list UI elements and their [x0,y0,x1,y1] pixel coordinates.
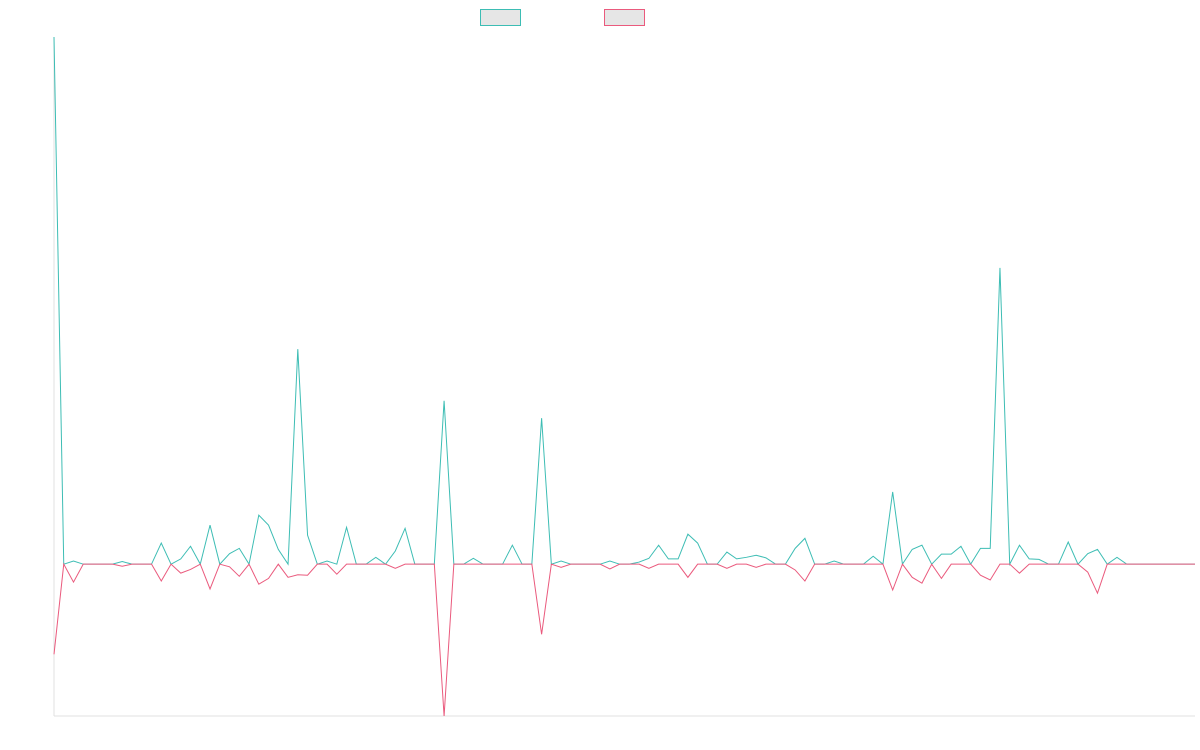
series-line [53,562,1195,717]
legend-swatch [604,9,645,26]
legend-swatch [480,9,521,26]
series-line [53,36,1195,567]
